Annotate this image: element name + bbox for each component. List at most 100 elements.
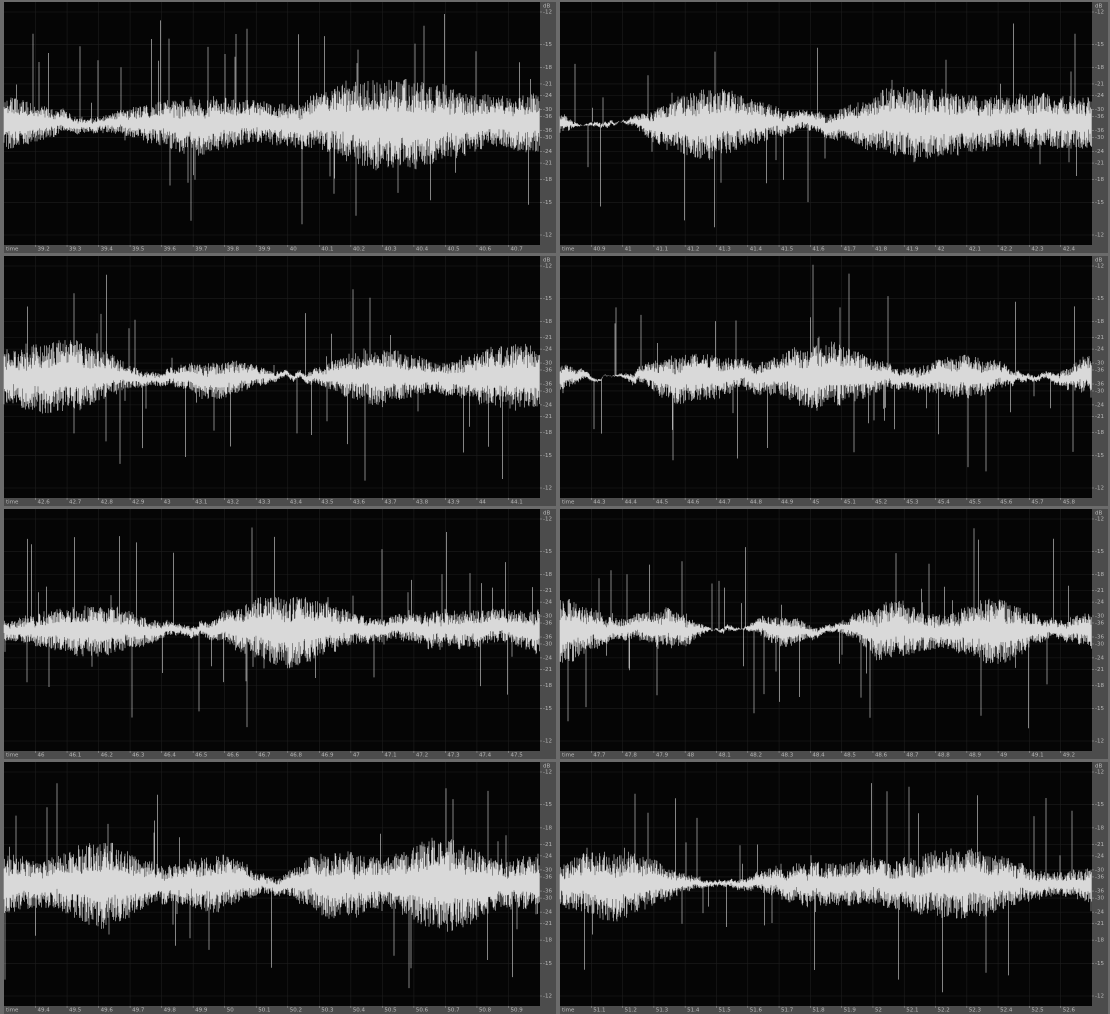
time-tick-label: 51.2	[625, 1008, 637, 1014]
db-tick-label: -36	[543, 889, 552, 895]
time-tick-label: 48.5	[844, 753, 857, 759]
time-tick-label: 48.2	[750, 753, 762, 759]
db-tick-label: -24	[543, 93, 552, 99]
db-tick-label: -36	[1095, 620, 1104, 626]
time-tick-label: 49	[1000, 753, 1007, 759]
db-tick-label: -24	[543, 347, 552, 353]
time-tick-label: 43.8	[416, 500, 429, 506]
time-tick-label: 48.7	[906, 753, 919, 759]
time-tick-label: 49.6	[101, 1008, 114, 1014]
time-tick-label: 44.9	[781, 500, 794, 506]
time-tick-label: 43.4	[290, 500, 303, 506]
db-unit-label: dB	[1095, 4, 1102, 10]
db-tick-label: -24	[543, 853, 552, 859]
time-tick-label: 45.4	[938, 500, 951, 506]
time-tick-label: 52.5	[1031, 1008, 1044, 1014]
time-tick-label: 50.4	[353, 1008, 366, 1014]
time-tick-label: 48.6	[875, 753, 888, 759]
time-tick-label: 48.8	[938, 753, 951, 759]
db-tick-label: -12	[543, 264, 552, 270]
db-tick-label: -21	[543, 414, 552, 420]
db-tick-label: -15	[1095, 706, 1104, 712]
db-tick-label: -21	[543, 842, 552, 848]
time-tick-label: 49.5	[69, 1008, 82, 1014]
time-tick-label: 48.9	[969, 753, 982, 759]
time-tick-label: 44.8	[750, 500, 763, 506]
time-tick-label: 40.4	[416, 247, 429, 253]
db-tick-label: -21	[543, 588, 552, 594]
db-tick-label: -18	[1095, 683, 1104, 689]
waveform-panel: dB-12-15-18-21-24-30-36-36-30-24-21-18-1…	[559, 256, 1108, 506]
db-tick-label: -24	[1095, 149, 1104, 155]
waveform-panel: dB-12-15-18-21-24-30-36-36-30-24-21-18-1…	[559, 509, 1108, 759]
db-ruler	[540, 2, 556, 253]
time-tick-label: 46.7	[258, 753, 271, 759]
db-tick-label: -15	[543, 453, 552, 459]
time-tick-label: 51.3	[656, 1008, 669, 1014]
time-tick-label: 51.1	[593, 1008, 605, 1014]
time-tick-label: 50	[227, 1008, 234, 1014]
time-tick-label: 39.3	[69, 247, 82, 253]
time-tick-label: 51.9	[844, 1008, 857, 1014]
time-tick-label: 42.1	[969, 247, 981, 253]
time-tick-label: 49.9	[195, 1008, 208, 1014]
time-ruler	[4, 1006, 540, 1014]
db-tick-label: -24	[543, 910, 552, 916]
time-tick-label: 42.8	[101, 500, 114, 506]
db-tick-label: -21	[543, 161, 552, 167]
db-tick-label: -30	[543, 867, 552, 873]
db-tick-label: -36	[1095, 114, 1104, 120]
db-unit-label: dB	[543, 258, 550, 264]
db-tick-label: -30	[1095, 107, 1104, 113]
db-unit-label: dB	[1095, 764, 1102, 770]
time-tick-label: 41.8	[875, 247, 888, 253]
time-tick-label: 45.3	[906, 500, 919, 506]
time-tick-label: 49.8	[164, 1008, 177, 1014]
db-tick-label: -15	[543, 961, 552, 967]
time-tick-label: 50.8	[479, 1008, 492, 1014]
time-tick-label: 50.1	[258, 1008, 270, 1014]
db-tick-label: -15	[543, 706, 552, 712]
time-tick-label: 45.1	[844, 500, 856, 506]
time-tick-label: 52.1	[906, 1008, 918, 1014]
time-tick-label: 40.9	[593, 247, 606, 253]
time-tick-label: 47.7	[593, 753, 606, 759]
waveform-panel: dB-12-15-18-21-24-30-36-36-30-24-21-18-1…	[3, 256, 556, 506]
db-tick-label: -21	[543, 335, 552, 341]
db-tick-label: -12	[543, 770, 552, 776]
db-ruler	[1092, 762, 1108, 1014]
time-tick-label: 50.3	[321, 1008, 334, 1014]
db-tick-label: -24	[1095, 600, 1104, 606]
time-tick-label: 39.6	[164, 247, 177, 253]
db-tick-label: -15	[1095, 42, 1104, 48]
time-tick-label: 46.5	[195, 753, 208, 759]
db-unit-label: dB	[543, 764, 550, 770]
time-tick-label: 46.9	[321, 753, 334, 759]
db-tick-label: -18	[543, 430, 552, 436]
db-tick-label: -24	[543, 402, 552, 408]
db-tick-label: -30	[543, 388, 552, 394]
time-axis-label: time	[562, 500, 575, 506]
time-tick-label: 45.8	[1063, 500, 1076, 506]
db-tick-label: -21	[1095, 414, 1104, 420]
db-tick-label: -36	[1095, 889, 1104, 895]
db-tick-label: -24	[1095, 910, 1104, 916]
time-tick-label: 41.1	[656, 247, 668, 253]
time-tick-label: 42.3	[1031, 247, 1044, 253]
time-tick-label: 41.5	[781, 247, 794, 253]
db-tick-label: -21	[1095, 335, 1104, 341]
time-tick-label: 42.7	[69, 500, 82, 506]
db-tick-label: -36	[543, 635, 552, 641]
db-tick-label: -21	[1095, 667, 1104, 673]
time-tick-label: 45.6	[1000, 500, 1013, 506]
db-tick-label: -36	[543, 114, 552, 120]
db-tick-label: -18	[1095, 65, 1104, 71]
time-tick-label: 44.6	[687, 500, 700, 506]
db-tick-label: -18	[543, 825, 552, 831]
time-tick-label: 50.6	[416, 1008, 429, 1014]
db-tick-label: -21	[543, 667, 552, 673]
time-axis-label: time	[6, 753, 19, 759]
time-tick-label: 44.4	[625, 500, 638, 506]
db-tick-label: -15	[543, 42, 552, 48]
time-tick-label: 40.1	[321, 247, 333, 253]
